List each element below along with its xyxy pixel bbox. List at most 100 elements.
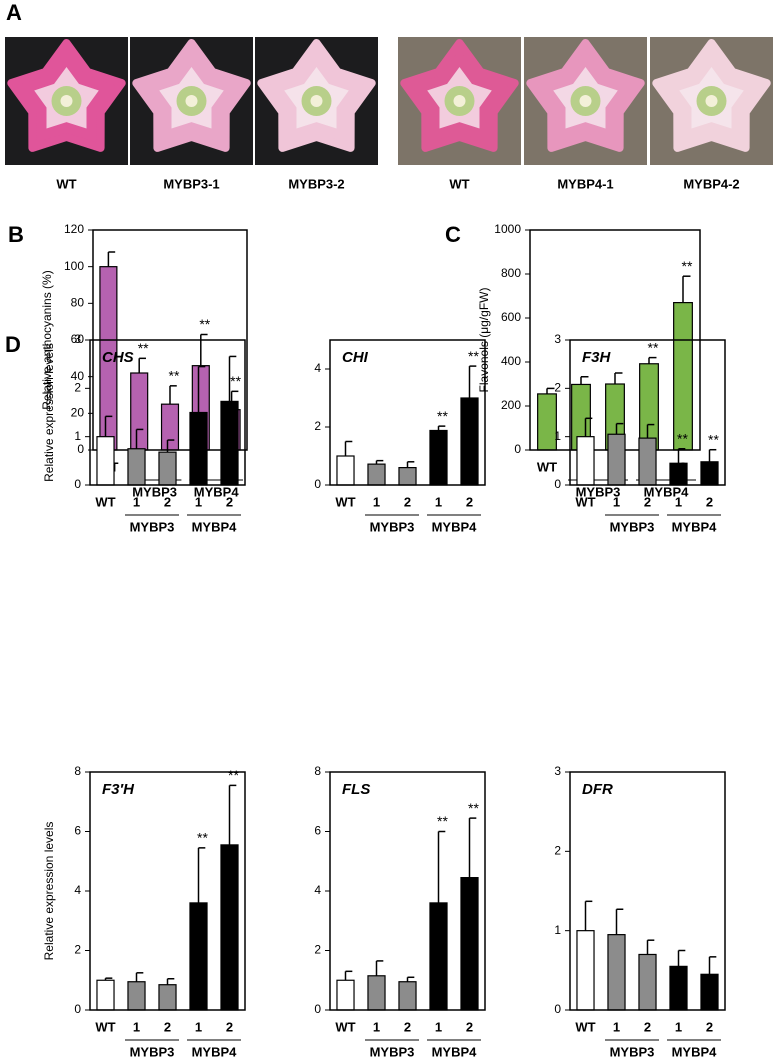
y-tick-label: 1: [554, 429, 561, 443]
bar: [638, 437, 657, 486]
y-tick-label: 400: [501, 354, 521, 368]
panel-label: B: [8, 222, 24, 247]
y-tick-label: 1: [554, 923, 561, 937]
plot-frame: [89, 339, 246, 486]
group-label: MYBP3: [130, 1044, 175, 1059]
bar: [398, 981, 417, 1011]
bar: [158, 451, 177, 486]
group-label: MYBP4: [192, 1044, 238, 1059]
significance: **: [437, 408, 448, 424]
x-tick-label: 2: [466, 494, 473, 509]
group-label: MYBP3: [370, 1044, 415, 1059]
y-tick-label: 3: [554, 332, 561, 346]
y-tick-label: 2: [314, 419, 321, 433]
x-tick-label: 1: [613, 1019, 620, 1034]
y-tick-label: 80: [71, 296, 85, 310]
gene-title: F3H: [582, 349, 612, 366]
y-tick-label: 2: [74, 943, 81, 957]
x-tick-label: WT: [335, 494, 355, 509]
plot-frame: [569, 771, 726, 1011]
flower-stamen: [185, 95, 198, 107]
photo-label: MYBP3-2: [288, 176, 344, 191]
flower-stamen: [453, 95, 466, 107]
x-tick-label: 1: [675, 494, 682, 509]
x-tick-label: 2: [404, 494, 411, 509]
bar: [130, 372, 149, 451]
y-tick-label: 0: [314, 1002, 321, 1016]
x-tick-label: WT: [575, 1019, 595, 1034]
significance: **: [228, 767, 239, 783]
y-tick-label: 0: [74, 1002, 81, 1016]
bar: [398, 467, 417, 486]
group-label: MYBP4: [432, 519, 478, 534]
panel-label: A: [6, 0, 22, 25]
bar: [429, 429, 448, 486]
y-tick-label: 40: [71, 369, 85, 383]
significance: **: [468, 348, 479, 364]
bar: [127, 448, 146, 486]
group-label: MYBP3: [370, 519, 415, 534]
y-tick-label: 2: [554, 381, 561, 395]
significance: **: [648, 339, 659, 355]
bar: [367, 975, 386, 1011]
plot-frame: [329, 339, 486, 486]
group-label: MYBP3: [132, 484, 177, 499]
y-tick-label: 0: [554, 477, 561, 491]
bar: [158, 984, 177, 1011]
x-tick-label: 1: [133, 494, 140, 509]
y-tick-label: 4: [314, 361, 321, 375]
y-tick-label: 3: [74, 332, 81, 346]
x-tick-label: 2: [226, 494, 233, 509]
flower-stamen: [310, 95, 323, 107]
x-tick-label: 2: [706, 1019, 713, 1034]
bar: [127, 981, 146, 1011]
y-axis-label: Relative expression levels: [42, 822, 56, 961]
x-tick-label: 1: [675, 1019, 682, 1034]
bar: [638, 953, 657, 1011]
bar: [96, 436, 115, 486]
bar: [189, 902, 208, 1011]
bar: [189, 411, 208, 486]
x-tick-label: 2: [706, 494, 713, 509]
bar: [639, 363, 659, 451]
y-tick-label: 20: [71, 406, 85, 420]
y-tick-label: 100: [64, 259, 84, 273]
group-label: MYBP4: [644, 484, 690, 499]
photo-label: WT: [449, 176, 469, 191]
bar: [367, 463, 386, 486]
bar: [607, 934, 626, 1011]
y-tick-label: 0: [314, 477, 321, 491]
x-tick-label: 2: [644, 1019, 651, 1034]
x-tick-label: 2: [164, 1019, 171, 1034]
bar: [220, 844, 239, 1011]
gene-title: DFR: [582, 781, 613, 798]
x-tick-label: 1: [195, 494, 202, 509]
y-tick-label: 1: [74, 429, 81, 443]
y-tick-label: 0: [514, 442, 521, 456]
y-tick-label: 120: [64, 222, 84, 236]
gene-title: CHI: [342, 349, 369, 366]
y-tick-label: 600: [501, 310, 521, 324]
flower-stamen: [705, 95, 718, 107]
bar: [669, 965, 688, 1011]
flower-stamen: [579, 95, 592, 107]
significance: **: [437, 813, 448, 829]
y-tick-label: 2: [314, 943, 321, 957]
y-tick-label: 8: [314, 764, 321, 778]
photo-label: MYBP3-1: [163, 176, 219, 191]
x-tick-label: 2: [466, 1019, 473, 1034]
x-tick-label: 1: [435, 494, 442, 509]
group-label: MYBP3: [610, 519, 655, 534]
bar: [576, 930, 595, 1011]
group-label: MYBP3: [610, 1044, 655, 1059]
significance: **: [708, 431, 719, 447]
y-tick-label: 1000: [494, 222, 521, 236]
x-tick-label: 1: [373, 494, 380, 509]
significance: **: [197, 830, 208, 846]
bar: [160, 403, 180, 451]
bar: [607, 433, 626, 486]
bar: [700, 973, 719, 1011]
bar: [460, 877, 479, 1011]
significance: **: [468, 800, 479, 816]
